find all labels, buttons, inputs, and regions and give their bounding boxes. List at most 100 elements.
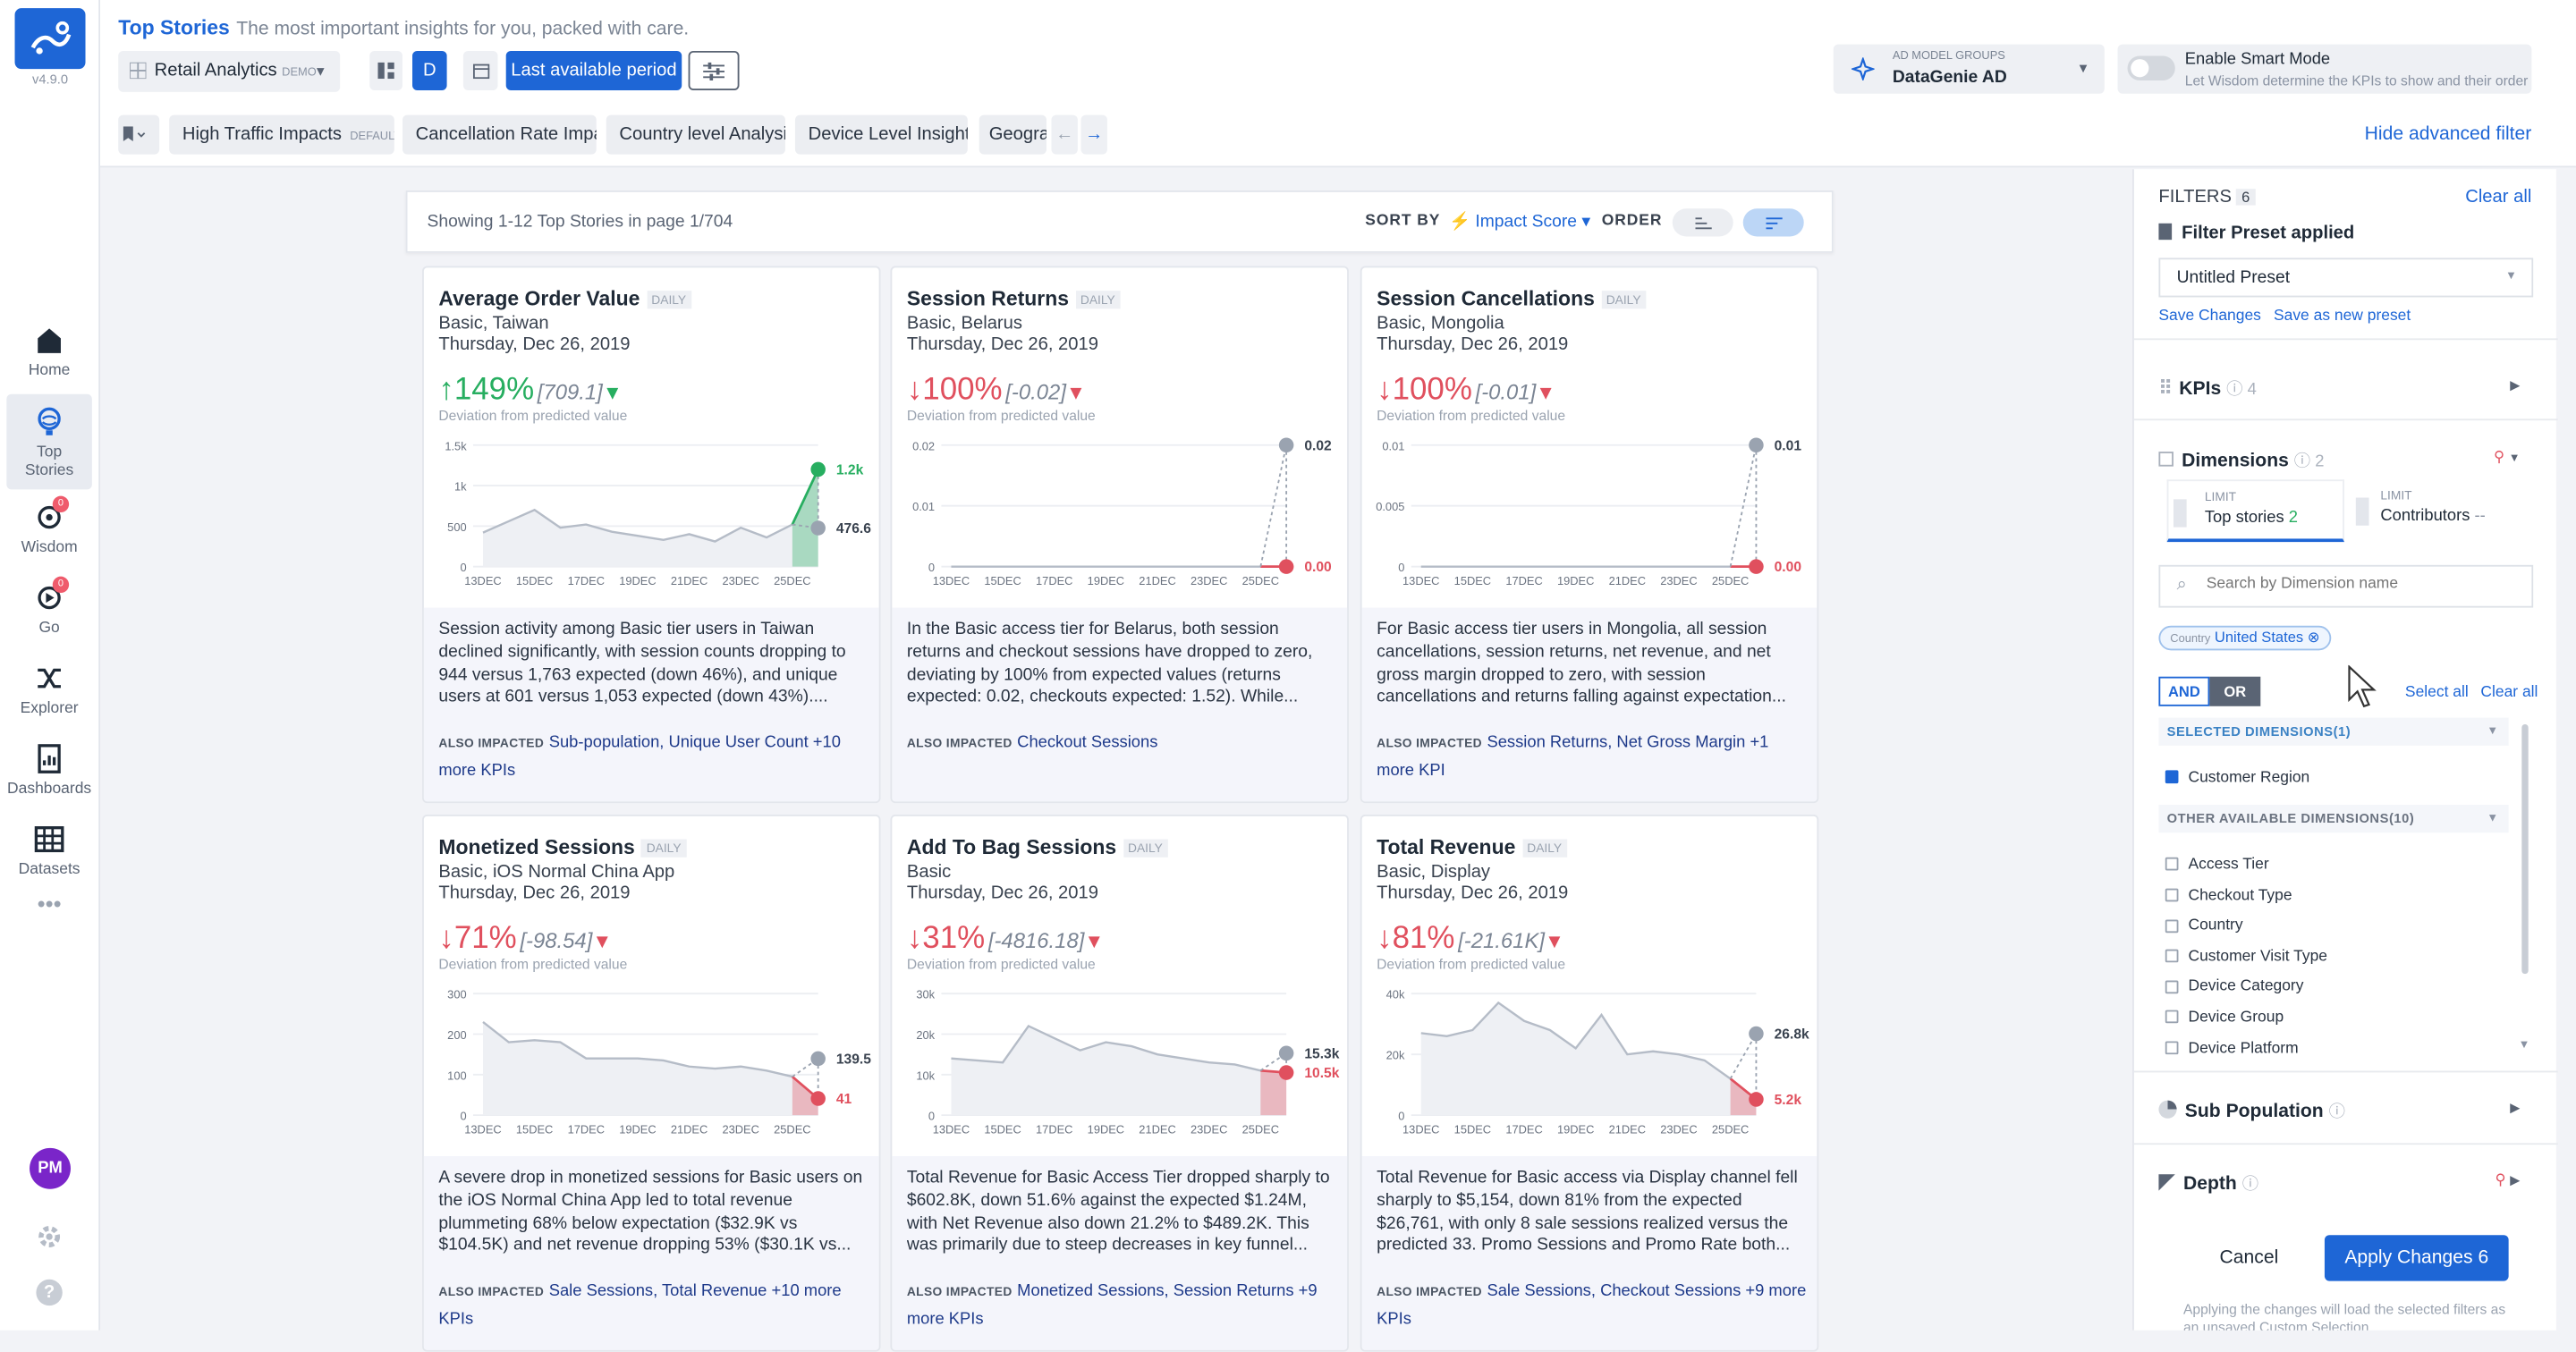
pin-icon[interactable]: ⚲ ▶ xyxy=(2495,1170,2521,1187)
nav-dashboards[interactable]: Dashboards xyxy=(6,742,92,799)
close-icon[interactable]: ⊗ xyxy=(2307,629,2320,646)
period-button[interactable]: Last available period xyxy=(505,50,682,91)
hide-advanced-filter-link[interactable]: Hide advanced filter xyxy=(2364,124,2532,145)
and-toggle[interactable]: AND xyxy=(2158,676,2210,706)
clear-all-filters[interactable]: Clear all xyxy=(2465,187,2532,207)
tab-country[interactable]: Country level Analysis xyxy=(606,114,785,155)
tab-high-traffic[interactable]: High Traffic Impacts DEFAULT xyxy=(169,114,394,155)
x-tick-label: 23DEC xyxy=(723,1122,759,1136)
cancel-button[interactable]: Cancel xyxy=(2219,1247,2279,1268)
card-title[interactable]: Session Returns DAILY xyxy=(907,287,1121,310)
nav-wisdom[interactable]: 0 Wisdom xyxy=(6,495,92,557)
story-card[interactable]: Session Returns DAILY Basic, Belarus Thur… xyxy=(890,266,1349,804)
ad-model-selector[interactable]: AD MODEL GROUPS DataGenie AD ▼ xyxy=(1833,44,2105,94)
dimensions-section[interactable]: Dimensions ⓘ 2 xyxy=(2158,447,2324,471)
also-impacted[interactable]: ALSO IMPACTED Sale Sessions, Total Revenu… xyxy=(438,1278,869,1333)
sort-by-dropdown[interactable]: ⚡ Impact Score ▾ xyxy=(1448,211,1591,232)
nav-datasets[interactable]: Datasets xyxy=(6,823,92,879)
nav-explorer[interactable]: Explorer xyxy=(6,662,92,718)
dimension-row[interactable]: Access Tier xyxy=(2165,856,2269,874)
checkbox[interactable] xyxy=(2165,1041,2179,1055)
dimension-row[interactable]: Checkout Type xyxy=(2165,886,2292,904)
nav-more-icon[interactable]: ••• xyxy=(37,890,62,917)
card-title[interactable]: Session Cancellations DAILY xyxy=(1377,287,1647,310)
order-desc-icon[interactable] xyxy=(1742,208,1804,237)
card-title[interactable]: Total Revenue DAILY xyxy=(1377,836,1567,859)
clear-all-dims-link[interactable]: Clear all xyxy=(2480,683,2538,702)
tab-cancellation[interactable]: Cancellation Rate Impact xyxy=(402,114,597,155)
also-impacted[interactable]: ALSO IMPACTED Monetized Sessions, Session… xyxy=(907,1278,1337,1333)
bookmark-icon[interactable] xyxy=(118,114,160,155)
pin-icon[interactable]: ⚲ ▼ xyxy=(2494,448,2521,465)
series-line xyxy=(951,1024,1261,1072)
dimension-row[interactable]: Device Category xyxy=(2165,978,2303,996)
expand-kpis-icon[interactable]: ▶ xyxy=(2510,377,2521,393)
checkbox[interactable] xyxy=(2165,950,2179,963)
card-title[interactable]: Monetized Sessions DAILY xyxy=(438,836,687,859)
card-title[interactable]: Add To Bag Sessions DAILY xyxy=(907,836,1168,859)
scrollbar-thumb[interactable] xyxy=(2521,723,2529,975)
dimension-row[interactable]: Customer Visit Type xyxy=(2165,947,2327,966)
dimension-row[interactable]: Customer Region xyxy=(2165,769,2309,787)
dimension-search[interactable]: ⌕ xyxy=(2158,564,2534,608)
predicted-point xyxy=(810,1051,826,1067)
nav-top-stories[interactable]: Top Stories xyxy=(6,393,92,490)
checkbox[interactable] xyxy=(2165,918,2179,933)
select-all-link[interactable]: Select all xyxy=(2404,683,2469,702)
avatar[interactable]: PM xyxy=(30,1147,71,1189)
sliders-icon[interactable] xyxy=(688,50,740,91)
x-tick-label: 21DEC xyxy=(1609,574,1646,587)
story-card[interactable]: Add To Bag Sessions DAILY Basic Thursday,… xyxy=(890,815,1349,1352)
story-card[interactable]: Total Revenue DAILY Basic, Display Thursd… xyxy=(1360,815,1819,1352)
checkbox[interactable] xyxy=(2165,858,2179,872)
card-title[interactable]: Average Order Value DAILY xyxy=(438,287,691,310)
help-icon[interactable]: ? xyxy=(36,1279,63,1306)
settings-icon[interactable] xyxy=(36,1223,62,1258)
story-card[interactable]: Monetized Sessions DAILY Basic, iOS Norma… xyxy=(422,815,881,1352)
smart-mode-toggle[interactable] xyxy=(2127,55,2175,80)
checkbox-checked[interactable] xyxy=(2165,771,2179,784)
dimension-search-input[interactable] xyxy=(2206,574,2519,594)
apply-changes-button[interactable]: Apply Changes 6 xyxy=(2324,1235,2509,1281)
order-asc-icon[interactable] xyxy=(1672,208,1733,237)
limit-top-stories[interactable]: LIMIT Top stories 2 xyxy=(2166,479,2344,543)
or-toggle[interactable]: OR xyxy=(2209,676,2261,706)
x-tick-label: 25DEC xyxy=(774,574,810,587)
selected-dimensions-header[interactable]: SELECTED DIMENSIONS(1) ▼ xyxy=(2158,717,2509,746)
also-impacted-label: ALSO IMPACTED xyxy=(906,1284,1013,1299)
nav-go[interactable]: 0 Go xyxy=(6,576,92,638)
arrow-right-icon[interactable]: → xyxy=(1080,114,1107,155)
checkbox[interactable] xyxy=(2165,888,2179,902)
sub-population-section[interactable]: Sub Population ⓘ xyxy=(2158,1097,2345,1121)
also-impacted[interactable]: ALSO IMPACTED Sale Sessions, Checkout Ses… xyxy=(1377,1278,1807,1333)
other-dimensions-header[interactable]: OTHER AVAILABLE DIMENSIONS(10) ▼ xyxy=(2158,804,2509,833)
tab-device[interactable]: Device Level Insights xyxy=(794,114,968,155)
kpis-section[interactable]: ⠿ KPIs ⓘ 4 xyxy=(2158,379,2257,400)
also-impacted[interactable]: ALSO IMPACTED Sub-population, Unique User… xyxy=(438,729,869,784)
expand-sub-population-icon[interactable]: ▶ xyxy=(2510,1100,2521,1116)
story-card[interactable]: Session Cancellations DAILY Basic, Mongol… xyxy=(1360,266,1819,804)
also-impacted[interactable]: ALSO IMPACTED Session Returns, Net Gross … xyxy=(1377,729,1807,784)
also-impacted[interactable]: ALSO IMPACTED Checkout Sessions xyxy=(907,729,1337,756)
story-card[interactable]: Average Order Value DAILY Basic, Taiwan T… xyxy=(422,266,881,804)
tab-geography[interactable]: Geogra xyxy=(979,114,1046,155)
save-new-preset-link[interactable]: Save as new preset xyxy=(2273,307,2411,325)
app-logo[interactable] xyxy=(14,8,86,70)
dimension-row[interactable]: Country xyxy=(2165,917,2243,934)
limit-contributors[interactable]: LIMIT Contributors -- xyxy=(2351,479,2528,542)
arrow-left-icon[interactable]: ← xyxy=(1051,114,1078,155)
dimension-row[interactable]: Device Platform xyxy=(2165,1039,2299,1057)
filter-chip-country[interactable]: Country United States ⊗ xyxy=(2158,625,2332,651)
checkbox[interactable] xyxy=(2165,1010,2179,1025)
nav-home[interactable]: Home xyxy=(6,324,92,379)
preset-dropdown[interactable]: Untitled Preset ▼ xyxy=(2158,258,2534,298)
granularity-button[interactable]: D xyxy=(412,50,447,91)
save-changes-link[interactable]: Save Changes xyxy=(2158,307,2261,325)
workspace-selector[interactable]: Retail Analytics DEMO ▼ xyxy=(118,50,341,92)
dimension-row[interactable]: Device Group xyxy=(2165,1009,2284,1027)
layout-toggle-icon[interactable] xyxy=(369,50,402,91)
depth-section[interactable]: Depth ⓘ xyxy=(2158,1170,2258,1194)
calendar-icon[interactable] xyxy=(462,50,498,91)
scroll-down-icon[interactable]: ▼ xyxy=(2518,1039,2530,1052)
checkbox[interactable] xyxy=(2165,980,2179,993)
